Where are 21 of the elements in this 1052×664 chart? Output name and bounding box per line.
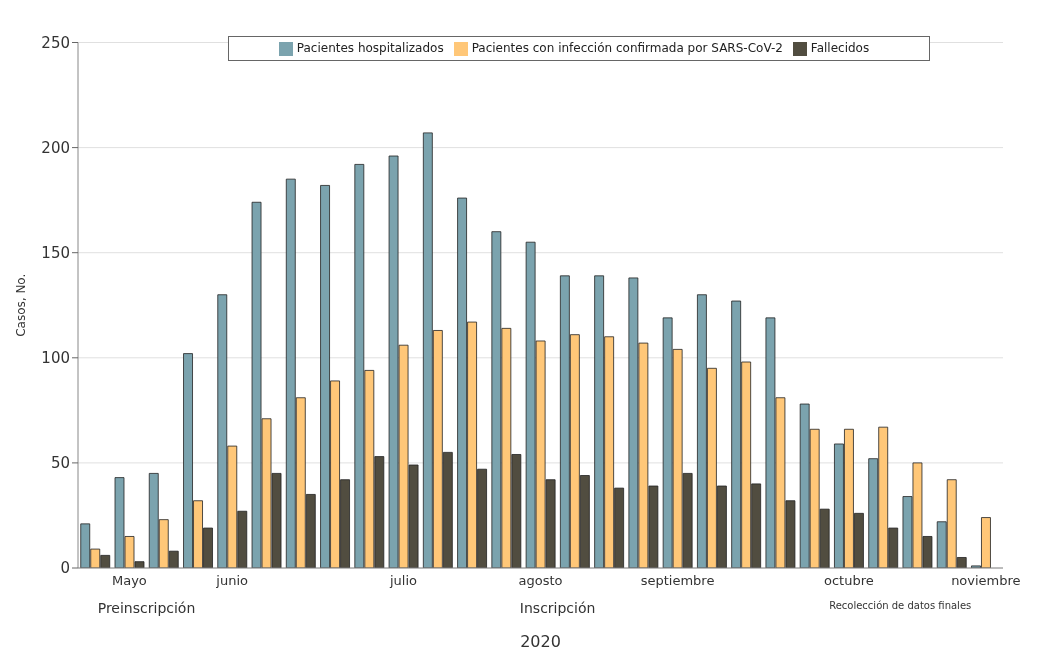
x-axis-title: 2020 [520, 632, 561, 651]
y-tick-label: 0 [60, 559, 70, 578]
x-tick-label: noviembre [951, 573, 1021, 589]
y-tick-label: 250 [41, 33, 70, 52]
y-tick-label: 150 [41, 244, 70, 263]
y-tick-label: 200 [41, 138, 70, 157]
legend-label: Fallecidos [810, 41, 870, 55]
text: Inscripción [519, 600, 596, 616]
x-tick-label: agosto [518, 573, 563, 589]
x-tick-label: Mayo [111, 573, 147, 589]
x-tick-label: julio [388, 573, 418, 589]
text: Recolección de datos finales [829, 600, 972, 611]
x-tick-label: octubre [823, 573, 874, 589]
y-axis-title: Casos, No. [14, 273, 29, 337]
legend-label: Pacientes hospitalizados [296, 41, 444, 55]
x-tick-label: junio [215, 573, 249, 589]
text: Preinscripción [97, 600, 196, 616]
x-tick-label: septiembre [640, 573, 715, 589]
legend-label: Pacientes con infección confirmada por SARS-CoV-2 [471, 41, 783, 55]
y-tick-label: 100 [41, 349, 70, 368]
y-tick-label: 50 [50, 454, 70, 473]
